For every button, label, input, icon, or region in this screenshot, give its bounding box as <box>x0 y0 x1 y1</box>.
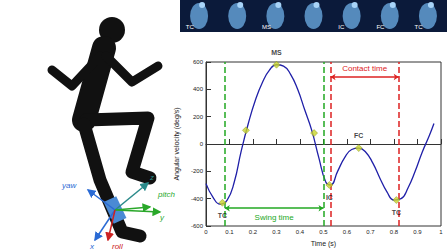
svg-text:z: z <box>149 173 154 182</box>
svg-text:0.3: 0.3 <box>272 229 281 235</box>
svg-text:400: 400 <box>193 86 204 92</box>
svg-text:TC: TC <box>392 209 401 216</box>
svg-text:600: 600 <box>193 59 204 65</box>
svg-text:200: 200 <box>193 114 204 120</box>
svg-text:pitch: pitch <box>157 190 175 199</box>
svg-text:TC: TC <box>415 24 424 30</box>
svg-text:TC: TC <box>186 24 195 30</box>
svg-text:0: 0 <box>200 141 204 147</box>
svg-text:0: 0 <box>204 229 208 235</box>
svg-text:-600: -600 <box>191 223 204 229</box>
svg-text:0.7: 0.7 <box>366 229 375 235</box>
svg-text:IC: IC <box>338 24 345 30</box>
svg-text:1: 1 <box>439 229 443 235</box>
svg-text:yaw: yaw <box>61 181 77 190</box>
svg-text:MS: MS <box>262 24 271 30</box>
svg-text:0.5: 0.5 <box>319 229 328 235</box>
svg-text:FC: FC <box>376 24 385 30</box>
svg-text:y: y <box>159 213 165 222</box>
svg-text:0.8: 0.8 <box>390 229 399 235</box>
svg-text:FC: FC <box>354 132 363 139</box>
svg-text:0.1: 0.1 <box>225 229 234 235</box>
svg-text:-200: -200 <box>191 168 204 174</box>
svg-text:TC: TC <box>218 212 227 219</box>
svg-text:Contact time: Contact time <box>342 64 387 73</box>
svg-text:0.6: 0.6 <box>343 229 352 235</box>
svg-text:Angular velocity (deg/s): Angular velocity (deg/s) <box>173 107 181 180</box>
svg-text:IC: IC <box>326 194 333 201</box>
svg-text:0.2: 0.2 <box>249 229 258 235</box>
svg-text:0.4: 0.4 <box>296 229 305 235</box>
svg-text:roll: roll <box>112 242 123 251</box>
svg-text:-400: -400 <box>191 196 204 202</box>
svg-text:Time (s): Time (s) <box>311 240 336 248</box>
svg-text:0.9: 0.9 <box>413 229 422 235</box>
svg-text:x: x <box>89 242 95 251</box>
svg-text:MS: MS <box>271 49 282 56</box>
svg-text:Swing time: Swing time <box>255 213 295 222</box>
